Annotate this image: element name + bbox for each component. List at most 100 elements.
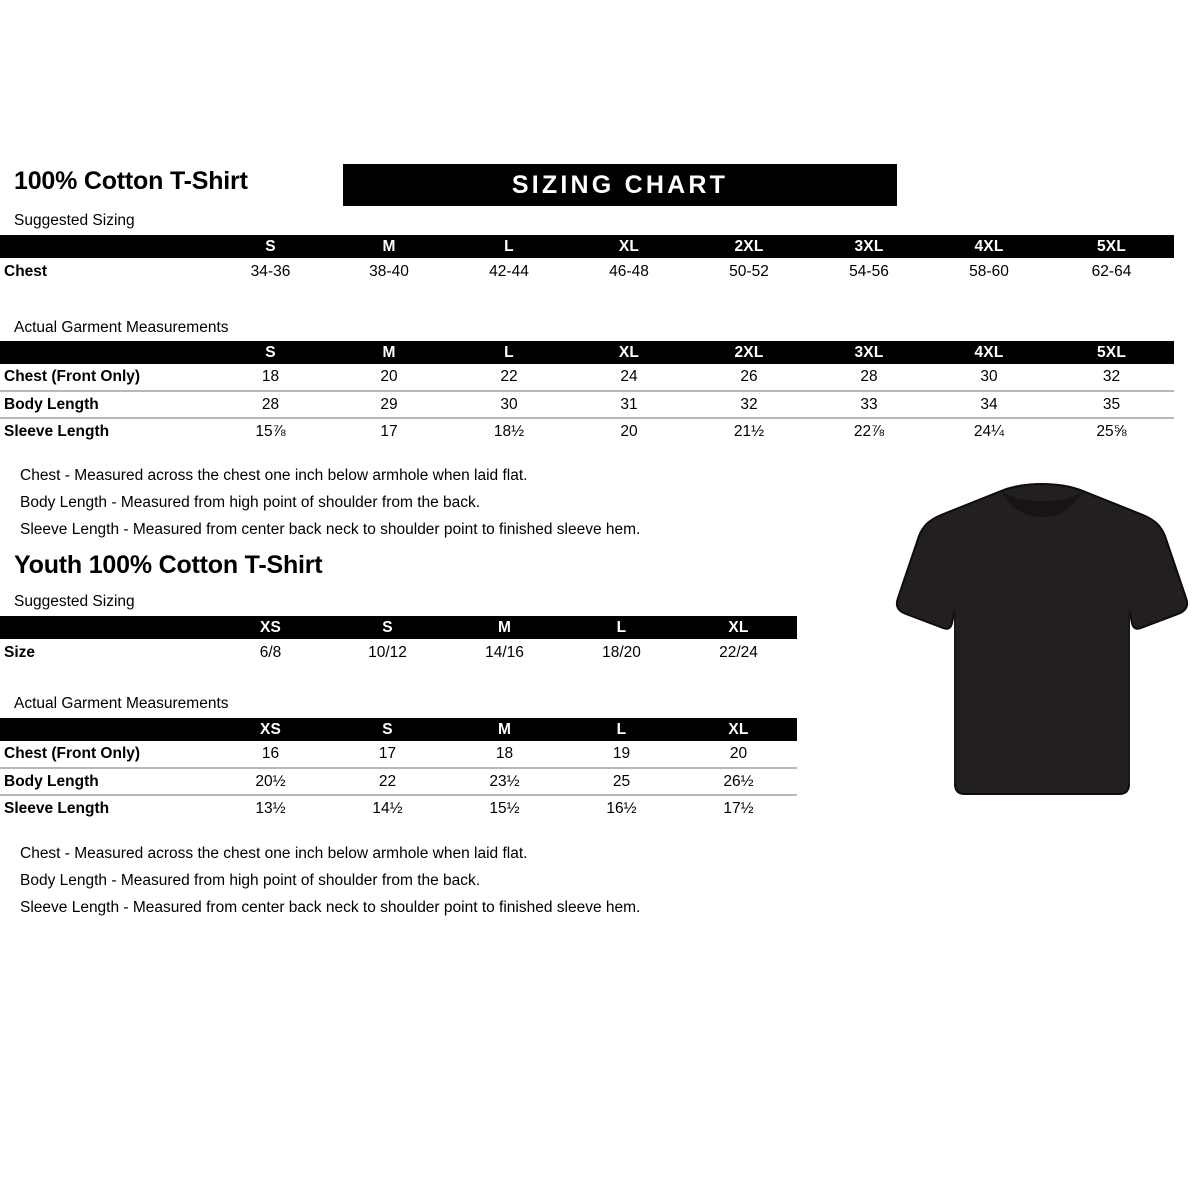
col-header-2xl: 2XL <box>734 237 764 255</box>
col-header-blank <box>0 341 212 364</box>
col-header-s: S <box>265 343 276 361</box>
adult-note-sleeve-length: Sleeve Length - Measured from center bac… <box>20 521 641 538</box>
col-header-s: S <box>265 237 276 255</box>
cell-bodylength-l: 30 <box>449 390 569 418</box>
cell-size-xl: 22/24 <box>719 643 758 661</box>
adult-suggested-caption: Suggested Sizing <box>14 212 135 229</box>
youth-note-chest: Chest - Measured across the chest one in… <box>20 845 528 862</box>
adult-measurements-table: S M L XL 2XL 3XL 4XL 5XL Chest (Front On… <box>0 341 1174 445</box>
cell-chestfront-l: 19 <box>612 745 631 762</box>
cell-sleevelength-xl: 20 <box>569 417 689 445</box>
youth-note-sleeve-length: Sleeve Length - Measured from center bac… <box>20 899 641 916</box>
cell-chest-s: 34-36 <box>250 262 291 280</box>
tshirt-collar-shape <box>1001 491 1083 517</box>
col-header-4xl: 4XL <box>974 237 1004 255</box>
col-header-5xl: 5XL <box>1096 343 1127 361</box>
cell-chest-2xl: 50-52 <box>729 262 769 280</box>
cell-sleevelength-s: 15⅞ <box>212 417 329 445</box>
cell-sleevelength-s: 14½ <box>329 794 446 822</box>
adult-measurements-caption: Actual Garment Measurements <box>14 319 229 336</box>
tshirt-body-shape <box>895 482 1189 795</box>
cell-bodylength-5xl: 35 <box>1049 390 1174 418</box>
adult-section-title: 100% Cotton T-Shirt <box>14 167 248 195</box>
row-label-body-length: Body Length <box>0 390 212 418</box>
cell-bodylength-m: 23½ <box>446 767 563 795</box>
col-header-2xl: 2XL <box>734 343 764 361</box>
cell-chest-xl: 46-48 <box>609 262 649 280</box>
youth-measurements-table: XS S M L XL Chest (Front Only) 16 17 18 … <box>0 718 797 822</box>
cell-sleevelength-2xl: 21½ <box>689 417 809 445</box>
cell-chest-l: 42-44 <box>489 262 529 280</box>
cell-chestfront-2xl: 26 <box>740 368 758 385</box>
cell-size-l: 18/20 <box>602 643 641 661</box>
col-header-m: M <box>382 343 396 361</box>
youth-note-body-length: Body Length - Measured from high point o… <box>20 872 481 889</box>
cell-bodylength-4xl: 34 <box>929 390 1049 418</box>
table-row: Body Length 28 29 30 31 32 33 34 35 <box>0 390 1174 418</box>
col-header-3xl: 3XL <box>854 237 884 255</box>
cell-chestfront-3xl: 28 <box>860 368 878 385</box>
cell-size-m: 14/16 <box>485 643 524 661</box>
col-header-xl: XL <box>618 343 640 361</box>
youth-measurements-caption: Actual Garment Measurements <box>14 695 229 712</box>
col-header-3xl: 3XL <box>854 343 884 361</box>
table-header-row: XS S M L XL <box>0 718 797 741</box>
col-header-blank <box>0 718 212 741</box>
row-label-size: Size <box>4 643 36 661</box>
cell-chestfront-s: 18 <box>261 368 280 385</box>
cell-sleevelength-m: 17 <box>329 417 449 445</box>
cell-bodylength-s: 28 <box>212 390 329 418</box>
cell-size-xs: 6/8 <box>259 643 282 661</box>
table-header-row: S M L XL 2XL 3XL 4XL 5XL <box>0 341 1174 364</box>
row-label-sleeve-length: Sleeve Length <box>0 794 212 822</box>
youth-section-title: Youth 100% Cotton T-Shirt <box>14 551 323 579</box>
cell-chestfront-m: 20 <box>380 368 398 385</box>
cell-chestfront-4xl: 30 <box>980 368 998 385</box>
table-row: Sleeve Length 13½ 14½ 15½ 16½ 17½ <box>0 794 797 822</box>
table-header-row: XS S M L XL <box>0 616 797 639</box>
cell-bodylength-m: 29 <box>329 390 449 418</box>
cell-bodylength-xl: 31 <box>569 390 689 418</box>
cell-bodylength-s: 22 <box>329 767 446 795</box>
table-row: Size 6/8 10/12 14/16 18/20 22/24 <box>0 639 797 666</box>
sizing-chart-banner-label: SIZING CHART <box>511 171 729 199</box>
col-header-l: L <box>616 720 627 738</box>
cell-chestfront-l: 22 <box>500 368 518 385</box>
cell-sleevelength-5xl: 25⅝ <box>1049 417 1174 445</box>
youth-suggested-sizing-table: XS S M L XL Size 6/8 10/12 14/16 18/20 2… <box>0 616 797 666</box>
cell-sleevelength-4xl: 24¼ <box>929 417 1049 445</box>
row-label-chest: Chest <box>4 262 48 280</box>
col-header-m: M <box>497 618 512 636</box>
cell-chestfront-xl: 20 <box>729 745 748 762</box>
table-row: Sleeve Length 15⅞ 17 18½ 20 21½ 22⅞ 24¼ … <box>0 417 1174 445</box>
table-row: Body Length 20½ 22 23½ 25 26½ <box>0 767 797 795</box>
cell-sleevelength-xs: 13½ <box>212 794 329 822</box>
cell-chestfront-xs: 16 <box>261 745 280 762</box>
cell-sleevelength-l: 18½ <box>449 417 569 445</box>
col-header-blank <box>0 616 212 639</box>
col-header-s: S <box>382 720 393 738</box>
cell-bodylength-2xl: 32 <box>689 390 809 418</box>
col-header-xs: XS <box>259 720 282 738</box>
col-header-5xl: 5XL <box>1096 237 1127 255</box>
cell-chest-5xl: 62-64 <box>1091 262 1132 280</box>
table-row: Chest (Front Only) 18 20 22 24 26 28 30 … <box>0 364 1174 391</box>
youth-measurement-notes: Chest - Measured across the chest one in… <box>20 840 640 921</box>
cell-sleevelength-l: 16½ <box>563 794 680 822</box>
cell-chestfront-m: 18 <box>495 745 514 762</box>
col-header-s: S <box>382 618 393 636</box>
cell-chestfront-s: 17 <box>378 745 397 762</box>
tshirt-illustration <box>893 478 1191 803</box>
sizing-chart-banner: SIZING CHART <box>343 164 897 206</box>
col-header-xl: XL <box>728 618 749 636</box>
col-header-m: M <box>382 237 396 255</box>
row-label-chest-front-only: Chest (Front Only) <box>4 368 141 385</box>
col-header-l: L <box>504 237 514 255</box>
cell-bodylength-l: 25 <box>563 767 680 795</box>
row-label-sleeve-length: Sleeve Length <box>0 417 212 445</box>
adult-measurement-notes: Chest - Measured across the chest one in… <box>20 462 640 543</box>
col-header-l: L <box>616 618 627 636</box>
col-header-4xl: 4XL <box>974 343 1004 361</box>
cell-sleevelength-xl: 17½ <box>680 794 797 822</box>
